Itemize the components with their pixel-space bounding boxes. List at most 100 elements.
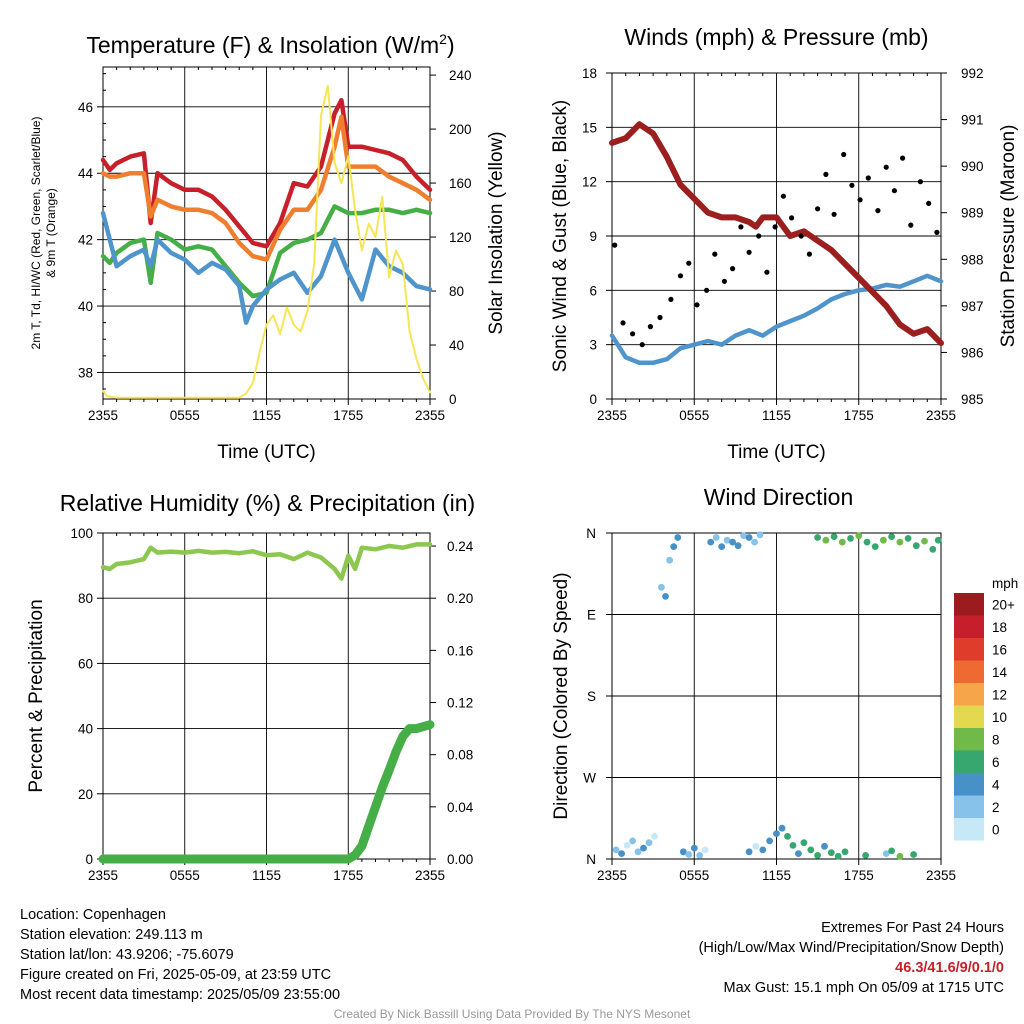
latlon-text: Station lat/lon: 43.9206; -75.6079 — [20, 947, 234, 963]
x-tick-label: 1755 — [844, 408, 874, 423]
gust-point — [926, 200, 932, 206]
gust-point — [620, 320, 626, 326]
gust-point — [657, 314, 663, 321]
gust-point — [780, 193, 787, 199]
wind-direction-point — [690, 844, 698, 852]
wind-direction-point — [784, 833, 791, 840]
temperature-series-4 — [102, 84, 431, 399]
wind-direction-point — [773, 830, 780, 837]
colorbar-unit-label: mph — [992, 576, 1018, 591]
y-right-tick-label: 80 — [449, 284, 464, 299]
wind-direction-point — [729, 538, 736, 546]
gust-point — [908, 222, 914, 228]
x-tick-label: 0555 — [170, 868, 200, 883]
y-right-tick-label: 988 — [961, 252, 984, 267]
sonic-wind-series — [609, 273, 944, 366]
wind-direction-point — [629, 837, 636, 845]
wind-direction-point — [880, 536, 887, 544]
colorbar-swatch — [954, 683, 984, 706]
wind-direction-point — [766, 837, 773, 845]
y-right-tick-label: 240 — [449, 68, 472, 83]
y-right-tick-label: 989 — [961, 206, 984, 221]
wind-direction-point — [910, 851, 917, 858]
direction-tick-label: N — [586, 526, 596, 541]
x-tick-label: 1155 — [252, 408, 281, 423]
wind-direction-point — [896, 538, 904, 546]
x-tick-label: 0555 — [679, 408, 709, 423]
wind-direction-point — [723, 536, 731, 544]
wind-direction-point — [841, 848, 849, 856]
temperature-series-1 — [100, 114, 433, 262]
x-tick-label: 1155 — [762, 868, 791, 883]
gust-point — [772, 224, 778, 230]
wind-direction-point — [838, 538, 846, 546]
wind-direction-point — [640, 844, 647, 852]
gust-point — [789, 215, 795, 221]
title-main: Temperature (F) & Insolation (W/m — [86, 32, 439, 58]
gust-point — [677, 273, 684, 279]
y-tick-label: 3 — [589, 338, 597, 353]
colorbar-swatch — [954, 773, 984, 796]
wind-direction-point — [651, 833, 658, 840]
wind-direction-point — [778, 824, 786, 832]
colorbar-swatch — [954, 750, 984, 773]
wind-direction-point — [712, 534, 720, 541]
wind-direction-point — [745, 848, 753, 856]
wind-direction-point — [789, 842, 797, 849]
credit-text: Created By Nick Bassill Using Data Provi… — [333, 1007, 691, 1021]
y-axis-label: Direction (Colored By Speed) — [551, 572, 572, 819]
y-tick-label: 15 — [582, 120, 597, 135]
colorbar-swatch — [954, 593, 984, 616]
x-tick-label: 1155 — [762, 408, 791, 423]
temperature-title: Temperature (F) & Insolation (W/m2) — [86, 31, 454, 58]
colorbar-label: 12 — [992, 687, 1007, 702]
y-tick-label: 6 — [589, 283, 597, 298]
wind-direction-point — [855, 532, 863, 540]
direction-tick-label: W — [583, 771, 596, 786]
colorbar-label: 16 — [992, 642, 1007, 657]
gust-point — [756, 233, 762, 239]
wind-direction-point — [888, 533, 895, 540]
gust-point — [798, 233, 804, 239]
x-tick-label: 2355 — [926, 868, 956, 883]
gust-point — [849, 182, 855, 188]
elevation-text: Station elevation: 249.113 m — [20, 927, 203, 943]
wind-direction-point — [830, 533, 838, 540]
x-axis-label: Time (UTC) — [217, 442, 316, 463]
x-tick-label: 0555 — [679, 868, 709, 883]
x-tick-label: 2355 — [415, 408, 445, 423]
colorbar-label: 20+ — [992, 597, 1015, 612]
station-info: Location: Copenhagen Station elevation: … — [20, 905, 340, 1005]
y-right-tick-label: 0.20 — [447, 591, 473, 606]
y-right-tick-label: 0.24 — [447, 539, 474, 554]
colorbar-label: 4 — [992, 777, 1000, 792]
y-right-tick-label: 200 — [449, 122, 472, 137]
gust-point — [891, 188, 898, 194]
wind-direction-point — [662, 593, 669, 600]
y-tick-label: 0 — [85, 852, 93, 867]
wind-direction-point — [701, 846, 709, 854]
gust-point — [647, 324, 654, 330]
x-tick-label: 2355 — [88, 408, 118, 423]
gust-point — [694, 302, 700, 308]
wind-direction-point — [912, 542, 920, 550]
wind-direction-point — [756, 531, 764, 539]
y-right-tick-label: 120 — [449, 230, 472, 245]
colorbar-swatch — [954, 795, 984, 818]
location-text: Location: Copenhagen — [20, 907, 166, 923]
y-tick-label: 40 — [78, 722, 93, 737]
colorbar-label: 14 — [992, 665, 1008, 680]
precipitation-series — [98, 720, 435, 864]
extremes-subtitle: (High/Low/Max Wind/Precipitation/Snow De… — [698, 940, 1004, 956]
y-right-tick-label: 0 — [449, 392, 457, 407]
gust-point — [764, 269, 770, 275]
wind-direction-point — [707, 538, 715, 546]
gust-point — [686, 260, 692, 266]
y-tick-label: 40 — [78, 299, 93, 314]
wind-direction-point — [718, 543, 726, 550]
wind-direction-point — [685, 851, 693, 858]
wind-direction-point — [670, 543, 678, 550]
x-tick-label: 1755 — [333, 868, 363, 883]
wind-direction-point — [734, 542, 742, 550]
